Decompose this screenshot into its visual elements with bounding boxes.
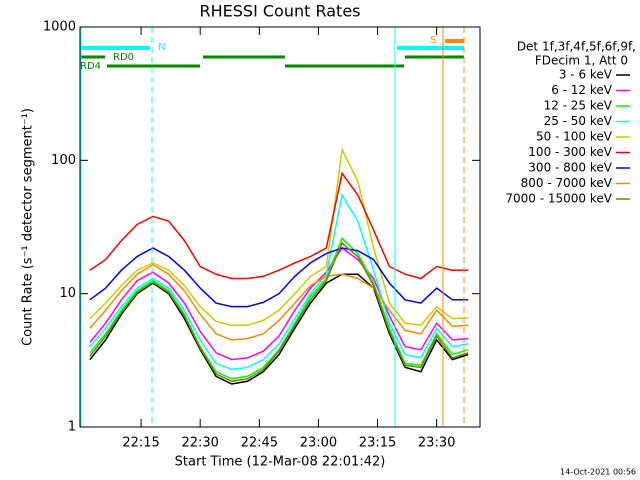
series-line [89, 263, 469, 341]
x-tick-label: 23:00 [300, 436, 337, 451]
legend-label: 6 - 12 keV [551, 83, 613, 97]
legend-header: Det 1f,3f,4f,5f,6f,9f, [517, 40, 636, 54]
series-line [89, 236, 469, 380]
plot-area [89, 147, 469, 385]
legend-label: 3 - 6 keV [559, 68, 613, 82]
series-line [89, 246, 469, 361]
y-tick-label: 100 [51, 153, 76, 168]
legend-label: 300 - 800 keV [528, 161, 612, 175]
x-tick-label: 22:15 [122, 436, 159, 451]
chart-title: RHESSI Count Rates [200, 2, 361, 21]
legend-label: 25 - 50 keV [544, 114, 613, 128]
series-line [89, 273, 469, 385]
x-axis-label: Start Time (12-Mar-08 22:01:42) [175, 455, 386, 470]
legend-label: 800 - 7000 keV [521, 176, 613, 190]
legend-label: 100 - 300 keV [528, 145, 612, 159]
annotation: S [430, 35, 436, 46]
x-tick-label: 23:15 [359, 436, 396, 451]
legend-label: 50 - 100 keV [536, 130, 613, 144]
annotations: N RD0 RD4 S [80, 27, 465, 427]
series-line [89, 192, 469, 371]
plot-frame [79, 26, 481, 428]
y-tick-label: 1 [68, 420, 76, 435]
legend-label: 7000 - 15000 keV [505, 192, 612, 206]
footer: 14-Oct-2021 00:56 [560, 468, 636, 477]
x-tick-label: 23:30 [418, 436, 455, 451]
y-tick-label: 10 [59, 286, 76, 301]
y-tick-label: 1000 [43, 20, 76, 35]
annotation: RD4 [80, 61, 101, 72]
y-axis-label: Count Rate (s⁻¹ detector segment⁻¹) [21, 108, 36, 346]
x-tick-label: 22:45 [241, 436, 278, 451]
annotation: RD0 [113, 52, 134, 63]
series-line [89, 247, 469, 308]
series-line [89, 241, 469, 383]
x-tick-label: 22:30 [181, 436, 218, 451]
legend-label: 12 - 25 keV [544, 99, 613, 113]
series-line [89, 171, 469, 280]
series-line [89, 147, 469, 326]
legend-header: FDecim 1, Att 0 [535, 54, 628, 68]
annotation: N [158, 42, 165, 53]
